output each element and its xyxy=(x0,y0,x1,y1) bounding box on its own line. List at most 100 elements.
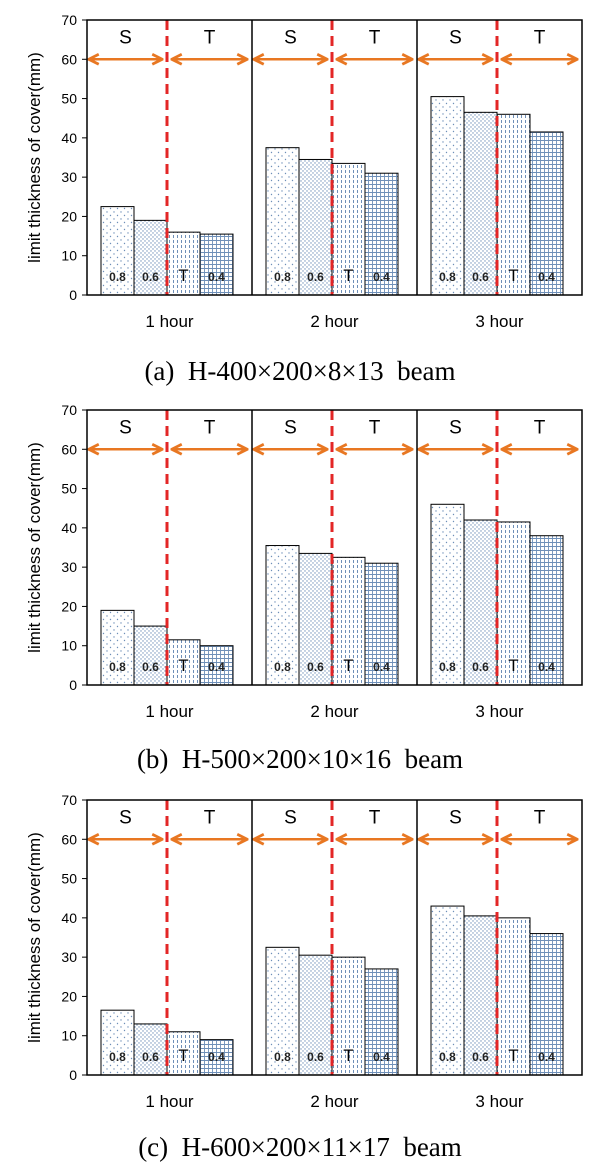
y-tick-label: 40 xyxy=(61,130,77,146)
region-label-s: S xyxy=(284,808,297,829)
bar xyxy=(265,946,300,1076)
bar-label: 0.4 xyxy=(208,270,225,284)
y-tick-label: 30 xyxy=(61,559,77,575)
y-tick-label: 60 xyxy=(61,51,77,67)
bar-label: 0.8 xyxy=(439,660,456,674)
chart-caption-b: (b) H-500×200×10×16 beam xyxy=(136,744,464,774)
bar-label: 0.8 xyxy=(439,270,456,284)
region-label-t: T xyxy=(369,28,381,49)
bar-label: 0.4 xyxy=(373,1050,390,1064)
bar-label: 0.8 xyxy=(274,660,291,674)
y-tick-label: 0 xyxy=(69,677,77,693)
y-tick-label: 50 xyxy=(61,871,77,887)
bar xyxy=(496,521,531,686)
y-tick-label: 20 xyxy=(61,988,77,1004)
y-tick-label: 30 xyxy=(61,169,77,185)
bar-label: T xyxy=(343,656,353,675)
bar xyxy=(430,96,465,296)
plot-frame xyxy=(86,799,583,1076)
bar-label: T xyxy=(343,266,353,285)
region-label-t: T xyxy=(204,808,216,829)
bar-label: 0.6 xyxy=(142,270,159,284)
bar xyxy=(529,933,564,1076)
bar xyxy=(166,639,201,686)
bar-label: 0.6 xyxy=(142,1050,159,1064)
y-tick-label: 0 xyxy=(69,1067,77,1083)
bar xyxy=(298,954,333,1076)
y-tick-label: 70 xyxy=(61,12,77,28)
bar xyxy=(298,552,333,686)
region-label-s: S xyxy=(119,418,132,439)
x-category-label: 2 hour xyxy=(310,1092,359,1111)
bar xyxy=(463,111,498,296)
bar-label: T xyxy=(178,266,188,285)
x-category-label: 1 hour xyxy=(145,312,194,331)
y-axis-label: limit thickness of cover(mm) xyxy=(25,442,44,653)
bar xyxy=(331,162,366,296)
bar-label: 0.8 xyxy=(274,270,291,284)
region-label-s: S xyxy=(284,28,297,49)
bar-label: 0.4 xyxy=(208,660,225,674)
x-category-label: 2 hour xyxy=(310,312,359,331)
y-tick-label: 40 xyxy=(61,910,77,926)
bar-label: T xyxy=(178,1046,188,1065)
y-axis-label: limit thickness of cover(mm) xyxy=(25,832,44,1043)
bar-label: T xyxy=(343,1046,353,1065)
bar-label: T xyxy=(508,656,518,675)
chart-panel-b: limit thickness of cover(mm) 0 10 20 30 40 50 6… xyxy=(0,390,600,780)
y-tick-label: 60 xyxy=(61,831,77,847)
x-category-label: 3 hour xyxy=(475,312,524,331)
bar-label: 0.6 xyxy=(472,1050,489,1064)
region-label-t: T xyxy=(204,418,216,439)
bar xyxy=(430,503,465,686)
bar-label: 0.6 xyxy=(472,270,489,284)
x-category-label: 2 hour xyxy=(310,702,359,721)
y-tick-label: 20 xyxy=(61,208,77,224)
bar xyxy=(331,556,366,686)
region-label-t: T xyxy=(534,808,546,829)
bar xyxy=(166,231,201,296)
bar-label: 0.6 xyxy=(307,270,324,284)
chart-panel-a: limit thickness of cover(mm) 0 10 20 30 40 50 6… xyxy=(0,0,600,390)
chart-c: limit thickness of cover(mm) 0 10 20 30 40 50 6… xyxy=(25,792,583,1111)
y-tick-label: 30 xyxy=(61,949,77,965)
bar-label: T xyxy=(508,1046,518,1065)
region-label-s: S xyxy=(449,808,462,829)
bar xyxy=(100,206,135,296)
plot-frame xyxy=(86,409,583,686)
bar xyxy=(298,158,333,296)
bar xyxy=(100,609,135,686)
bar xyxy=(430,905,465,1076)
bar xyxy=(529,131,564,296)
y-tick-label: 70 xyxy=(61,402,77,418)
y-tick-label: 60 xyxy=(61,441,77,457)
bar-label: 0.6 xyxy=(142,660,159,674)
bar-label: 0.6 xyxy=(307,1050,324,1064)
bar xyxy=(133,625,168,686)
y-tick-label: 20 xyxy=(61,598,77,614)
region-label-s: S xyxy=(284,418,297,439)
bar-label: 0.4 xyxy=(208,1050,225,1064)
region-label-s: S xyxy=(449,28,462,49)
region-label-t: T xyxy=(534,418,546,439)
chart-caption-a: (a) H-400×200×8×13 beam xyxy=(144,356,456,386)
bar-label: 0.4 xyxy=(373,270,390,284)
region-label-s: S xyxy=(119,808,132,829)
plot-frame xyxy=(86,19,583,296)
bar xyxy=(364,968,399,1076)
region-label-t: T xyxy=(534,28,546,49)
bar-label: 0.4 xyxy=(538,1050,555,1064)
chart-a: limit thickness of cover(mm) 0 10 20 30 40 50 6… xyxy=(25,12,583,331)
bar xyxy=(100,1009,135,1076)
y-tick-label: 50 xyxy=(61,91,77,107)
bar-label: T xyxy=(508,266,518,285)
region-label-t: T xyxy=(369,808,381,829)
chart-panel-c: limit thickness of cover(mm) 0 10 20 30 40 50 6… xyxy=(0,780,600,1170)
bar-label: T xyxy=(178,656,188,675)
y-tick-label: 50 xyxy=(61,481,77,497)
bar-label: 0.6 xyxy=(307,660,324,674)
x-category-label: 1 hour xyxy=(145,1092,194,1111)
x-category-label: 3 hour xyxy=(475,1092,524,1111)
chart-caption-c: (c) H-600×200×11×17 beam xyxy=(138,1132,462,1162)
x-category-label: 3 hour xyxy=(475,702,524,721)
